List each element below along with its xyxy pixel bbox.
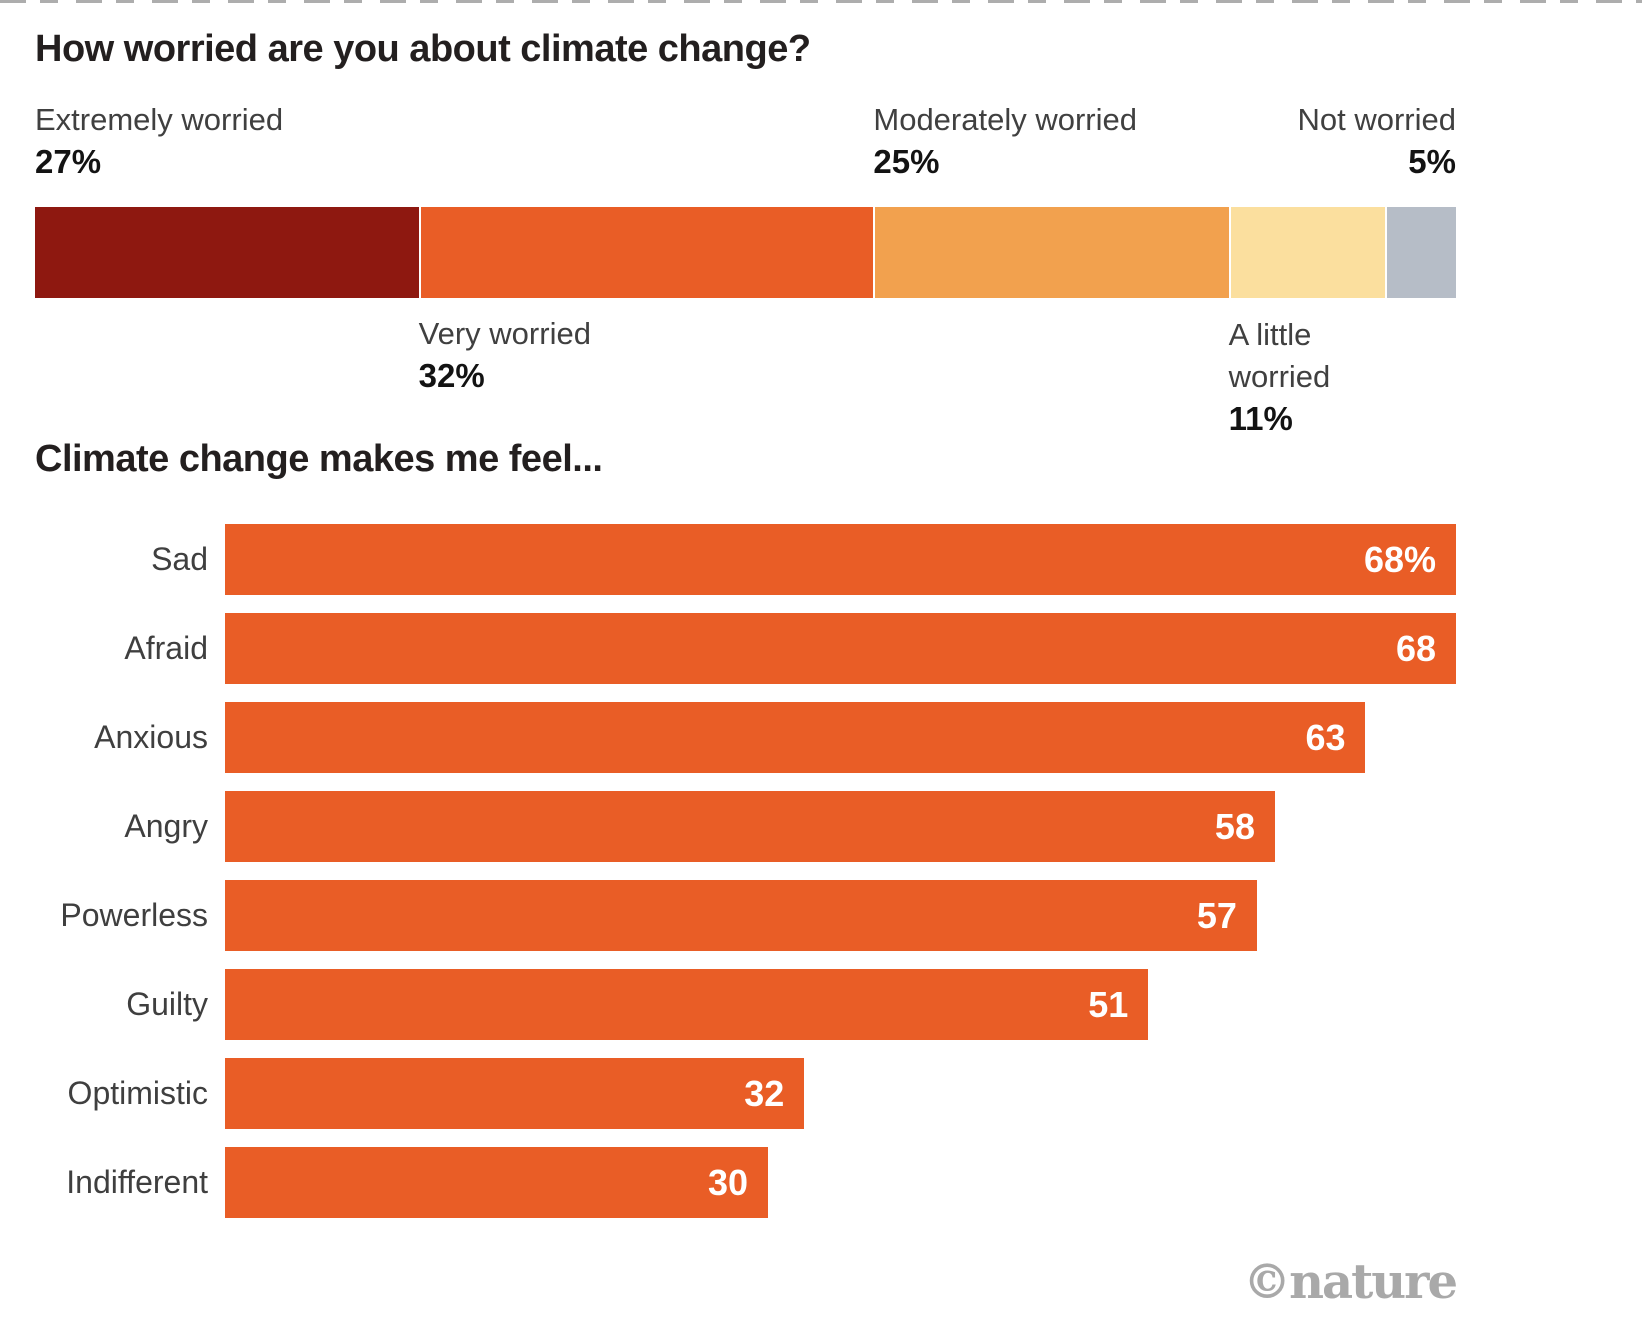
bar-value-label: 63	[1305, 716, 1346, 758]
stacked-bar-labels-above: Extremely worried 27% Moderately worried…	[35, 100, 1456, 200]
bar-optimistic: 32	[225, 1058, 805, 1129]
bar-afraid: 68	[225, 613, 1456, 684]
feelings-bar-chart: Sad 68% Afraid 68 Anxious 63	[35, 524, 1456, 1236]
bar-angry: 58	[225, 791, 1275, 862]
category-label: Optimistic	[67, 1075, 208, 1111]
category-label: Sad	[151, 541, 208, 577]
bar-row-optimistic: Optimistic 32	[35, 1058, 1456, 1129]
segment-very-worried	[418, 207, 874, 298]
legend-value: 5%	[1408, 143, 1456, 180]
bar-value-label: 30	[708, 1161, 749, 1203]
chart2-title: Climate change makes me feel...	[35, 438, 603, 480]
bar-row-afraid: Afraid 68	[35, 613, 1456, 684]
legend-value: 11%	[1228, 400, 1293, 437]
category-label: Guilty	[126, 986, 208, 1022]
bar-guilty: 51	[225, 969, 1149, 1040]
chart1-title: How worried are you about climate change…	[35, 28, 811, 70]
legend-label-with-value: A little worried 11%	[1229, 314, 1401, 441]
bar-row-sad: Sad 68%	[35, 524, 1456, 595]
category-label: Powerless	[60, 897, 208, 933]
bar-track: 63	[225, 702, 1456, 773]
bar-row-indifferent: Indifferent 30	[35, 1147, 1456, 1218]
segment-a-little-worried	[1228, 207, 1385, 298]
legend-extremely-worried: Extremely worried 27%	[35, 100, 283, 182]
bar-value-label: 68	[1395, 627, 1436, 669]
legend-label: Not worried	[1297, 102, 1457, 137]
legend-value: 32%	[418, 357, 485, 394]
bar-value-label: 57	[1196, 894, 1237, 936]
legend-label: Very worried	[418, 316, 591, 351]
bar-track: 68%	[225, 524, 1456, 595]
bar-value-label: 58	[1214, 805, 1255, 847]
bar-track: 58	[225, 791, 1456, 862]
legend-label: A little worried	[1228, 317, 1331, 394]
category-label: Anxious	[94, 719, 208, 755]
worry-stacked-bar	[35, 207, 1456, 298]
cropped-text-artifact	[0, 0, 1642, 3]
legend-value: 25%	[873, 143, 940, 180]
bar-sad: 68%	[225, 524, 1456, 595]
legend-label: Moderately worried	[873, 102, 1137, 137]
bar-powerless: 57	[225, 880, 1257, 951]
category-label: Indifferent	[66, 1164, 208, 1200]
bar-row-guilty: Guilty 51	[35, 969, 1456, 1040]
legend-moderately-worried: Moderately worried 25%	[873, 100, 1137, 182]
bar-track: 68	[225, 613, 1456, 684]
bar-value-label: 68%	[1363, 538, 1436, 580]
bar-track: 51	[225, 969, 1456, 1040]
bar-anxious: 63	[225, 702, 1366, 773]
bar-indifferent: 30	[225, 1147, 769, 1218]
category-label: Angry	[124, 808, 208, 844]
legend-value: 27%	[35, 143, 102, 180]
legend-a-little-worried: A little worried 11%	[1229, 314, 1401, 441]
bar-value-label: 51	[1088, 983, 1129, 1025]
category-label: Afraid	[124, 630, 208, 666]
bar-track: 57	[225, 880, 1456, 951]
bar-value-label: 32	[744, 1072, 785, 1114]
nature-logo: ©nature	[1243, 1254, 1458, 1310]
segment-moderately-worried	[873, 207, 1229, 298]
bar-row-powerless: Powerless 57	[35, 880, 1456, 951]
legend-not-worried: Not worried 5%	[1298, 100, 1457, 182]
legend-very-worried: Very worried 32%	[419, 314, 591, 396]
legend-label: Extremely worried	[35, 102, 284, 137]
segment-extremely-worried	[35, 207, 419, 298]
stacked-bar-labels-below: Very worried 32% A little worried 11%	[35, 314, 1456, 437]
bar-row-angry: Angry 58	[35, 791, 1456, 862]
bar-track: 32	[225, 1058, 1456, 1129]
segment-not-worried	[1384, 207, 1456, 298]
bar-track: 30	[225, 1147, 1456, 1218]
bar-row-anxious: Anxious 63	[35, 702, 1456, 773]
